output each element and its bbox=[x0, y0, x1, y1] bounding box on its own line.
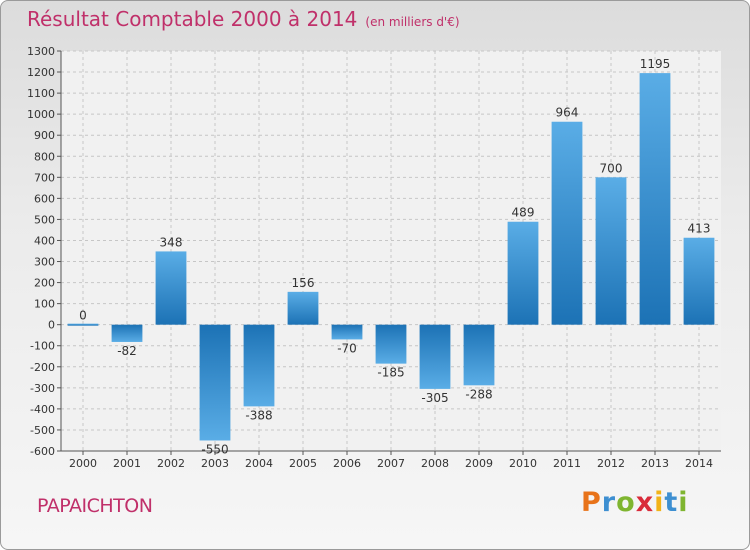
data-label: 964 bbox=[556, 106, 579, 120]
data-label: -185 bbox=[377, 366, 404, 380]
data-label: -70 bbox=[337, 341, 357, 355]
data-label: -550 bbox=[201, 442, 228, 456]
data-label: 413 bbox=[688, 222, 711, 236]
bar bbox=[199, 324, 231, 441]
logo-letter: r bbox=[601, 487, 617, 518]
y-tick-label: -600 bbox=[30, 445, 55, 458]
y-tick-label: 600 bbox=[34, 192, 55, 205]
y-tick-label: 400 bbox=[34, 234, 55, 247]
y-tick-label: 1300 bbox=[27, 45, 55, 58]
y-tick-label: 1000 bbox=[27, 108, 55, 121]
x-tick-label: 2008 bbox=[421, 457, 449, 470]
data-label: 348 bbox=[160, 235, 183, 249]
data-label: -388 bbox=[245, 408, 272, 422]
x-tick-label: 2001 bbox=[113, 457, 141, 470]
y-tick-label: 0 bbox=[48, 319, 55, 332]
bar bbox=[287, 291, 319, 325]
x-tick-label: 2007 bbox=[377, 457, 405, 470]
logo-letter: P bbox=[581, 487, 602, 518]
x-tick-label: 2000 bbox=[69, 457, 97, 470]
bar bbox=[375, 324, 407, 364]
y-tick-label: 1100 bbox=[27, 87, 55, 100]
logo-letter: t bbox=[664, 487, 679, 518]
data-label: 0 bbox=[79, 309, 87, 323]
x-tick-label: 2014 bbox=[685, 457, 713, 470]
y-tick-label: -100 bbox=[30, 340, 55, 353]
bar bbox=[331, 324, 363, 340]
logo-letter: i bbox=[678, 487, 689, 518]
data-label: -82 bbox=[117, 344, 137, 358]
x-tick-label: 2002 bbox=[157, 457, 185, 470]
data-label: 700 bbox=[600, 161, 623, 175]
x-tick-label: 2012 bbox=[597, 457, 625, 470]
logo-letter: o bbox=[616, 487, 636, 518]
y-tick-label: 300 bbox=[34, 256, 55, 269]
y-tick-label: -200 bbox=[30, 361, 55, 374]
bar bbox=[507, 221, 539, 325]
title-main: Résultat Comptable 2000 à 2014 bbox=[27, 7, 358, 31]
x-tick-label: 2006 bbox=[333, 457, 361, 470]
bar bbox=[595, 177, 627, 325]
logo-letter: x bbox=[635, 487, 655, 518]
data-label: -288 bbox=[465, 387, 492, 401]
bar bbox=[67, 323, 99, 326]
y-tick-label: 800 bbox=[34, 150, 55, 163]
data-label: 156 bbox=[292, 276, 315, 290]
y-tick-label: -500 bbox=[30, 424, 55, 437]
y-tick-label: 100 bbox=[34, 298, 55, 311]
bar bbox=[155, 251, 187, 325]
bar bbox=[111, 324, 143, 342]
data-label: 1195 bbox=[640, 57, 671, 71]
y-tick-label: 500 bbox=[34, 213, 55, 226]
x-tick-label: 2009 bbox=[465, 457, 493, 470]
bar bbox=[419, 324, 451, 389]
data-label: 489 bbox=[512, 206, 535, 220]
y-tick-label: -300 bbox=[30, 382, 55, 395]
commune-name: PAPAICHTON bbox=[37, 495, 153, 517]
y-tick-label: 700 bbox=[34, 171, 55, 184]
x-tick-label: 2013 bbox=[641, 457, 669, 470]
data-label: -305 bbox=[421, 391, 448, 405]
x-tick-label: 2003 bbox=[201, 457, 229, 470]
proxiti-logo: Proxiti bbox=[581, 487, 689, 518]
title-unit: (en milliers d'€) bbox=[365, 15, 460, 29]
y-tick-label: 1200 bbox=[27, 66, 55, 79]
x-tick-label: 2005 bbox=[289, 457, 317, 470]
chart-title: Résultat Comptable 2000 à 2014 (en millie… bbox=[27, 7, 460, 31]
y-tick-label: 900 bbox=[34, 129, 55, 142]
logo-letter: i bbox=[654, 487, 665, 518]
y-tick-label: -400 bbox=[30, 403, 55, 416]
x-tick-label: 2011 bbox=[553, 457, 581, 470]
x-tick-label: 2010 bbox=[509, 457, 537, 470]
bar bbox=[463, 324, 495, 386]
x-tick-label: 2004 bbox=[245, 457, 273, 470]
y-tick-label: 200 bbox=[34, 277, 55, 290]
bar bbox=[551, 121, 583, 325]
bar bbox=[639, 73, 671, 325]
bar bbox=[243, 324, 275, 407]
bar bbox=[683, 237, 715, 325]
